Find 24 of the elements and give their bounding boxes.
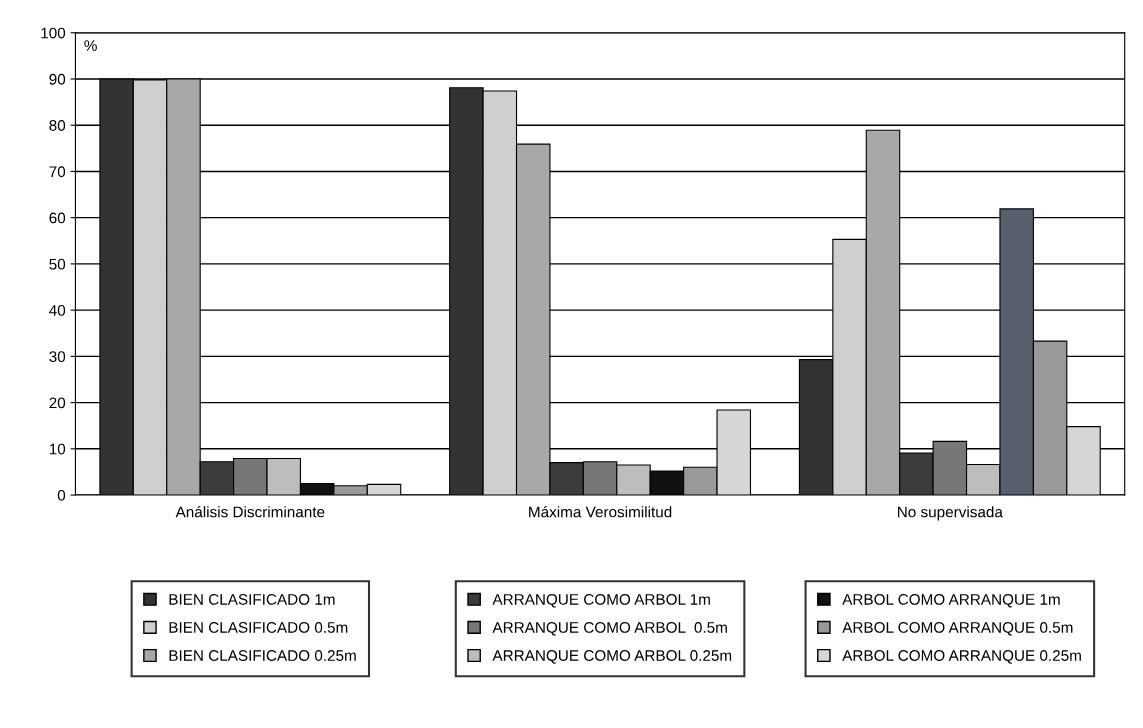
legend-label: BIEN CLASIFICADO 1m (169, 593, 335, 605)
y-tick-label: 40 (49, 305, 66, 316)
y-tick-label: 100 (41, 27, 66, 39)
y-tick-label: 60 (49, 212, 66, 224)
legend-label: BIEN CLASIFICADO 0.5m (169, 622, 348, 633)
y-tick-label: 80 (49, 120, 66, 131)
y-tick-label: 0 (57, 489, 66, 501)
y-axis-title: % (84, 40, 97, 51)
legend-label: ARBOL COMO ARRANQUE 1m (842, 593, 1060, 608)
y-tick-label: 20 (49, 397, 66, 409)
x-tick-label: Máxima Verosimilitud (529, 505, 672, 518)
legend-label: ARBOL COMO ARRANQUE 0.5m (842, 622, 1073, 636)
x-tick-label: No supervisada (898, 506, 1003, 521)
y-tick-label: 30 (49, 351, 66, 363)
y-tick-label: 70 (49, 166, 66, 178)
x-tick-label: Análisis Discriminante (175, 505, 325, 518)
legend-label: ARRANQUE COMO ARBOL 1m (492, 593, 710, 608)
y-tick-label: 10 (49, 443, 66, 455)
legend-label: BIEN CLASIFICADO 0.25m (169, 650, 356, 661)
legend-label: ARBOL COMO ARRANQUE 0.25m (842, 650, 1081, 664)
legend-label: ARRANQUE COMO ARBOL 0.5m (492, 622, 727, 636)
y-tick-label: 90 (49, 73, 66, 85)
legend-label: ARRANQUE COMO ARBOL 0.25m (492, 650, 732, 664)
y-tick-label: 50 (49, 258, 66, 270)
